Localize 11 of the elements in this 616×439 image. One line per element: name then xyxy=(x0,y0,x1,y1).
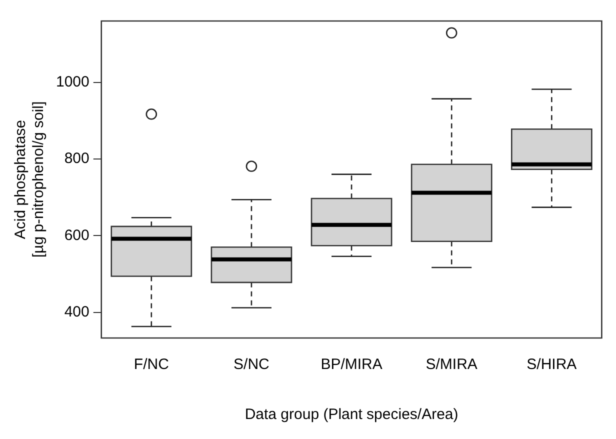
x-tick-label: S/MIRA xyxy=(426,356,478,374)
y-tick-label: 800 xyxy=(64,150,90,168)
x-axis-title: Data group (Plant species/Area) xyxy=(244,406,458,424)
x-tick-label: S/HIRA xyxy=(526,356,577,374)
x-tick-label: S/NC xyxy=(234,356,270,374)
x-tick-label: BP/MIRA xyxy=(320,356,382,374)
x-tick-label: F/NC xyxy=(134,356,170,374)
y-tick-label: 600 xyxy=(64,226,90,244)
y-axis-title: Acid phosphatase [µg p-nitrophenol/g soil] xyxy=(12,101,48,258)
y-tick-label: 400 xyxy=(64,303,90,320)
y-tick-label: 1000 xyxy=(56,73,90,90)
